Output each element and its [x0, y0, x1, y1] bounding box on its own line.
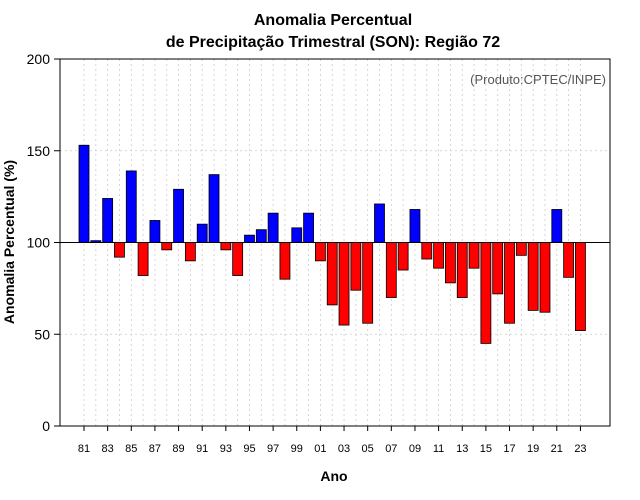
bar-1996 — [255, 229, 267, 243]
y-tick-label: 50 — [34, 326, 50, 342]
x-tick-label: 85 — [125, 443, 137, 455]
x-tick-label: 91 — [196, 443, 208, 455]
bar-1995 — [244, 234, 255, 243]
bar-1993 — [220, 242, 232, 251]
bar-2009 — [409, 209, 421, 243]
bar-2010 — [421, 242, 433, 260]
bar-1984 — [114, 242, 125, 258]
y-axis: 0 50 100 150 200 — [27, 51, 60, 434]
x-tick-label: 15 — [480, 443, 492, 455]
bar-2013 — [456, 242, 468, 298]
x-tick-label: 03 — [338, 443, 350, 455]
bar-2021 — [551, 209, 563, 243]
x-tick-label: 97 — [267, 443, 279, 455]
x-tick-label: 19 — [527, 443, 539, 455]
bar-2002 — [326, 242, 338, 306]
bar-2008 — [397, 242, 409, 271]
bar-1991 — [196, 223, 208, 243]
x-tick-label: 87 — [149, 443, 161, 455]
grid-lines — [60, 59, 610, 426]
bar-2001 — [314, 242, 326, 262]
x-tick-label: 09 — [409, 443, 421, 455]
bar-2020 — [539, 242, 551, 313]
bar-2016 — [492, 242, 504, 295]
bar-2011 — [433, 242, 445, 269]
bar-2012 — [445, 242, 456, 284]
bar-2000 — [303, 212, 314, 243]
bar-1988 — [161, 242, 173, 251]
bar-2015 — [480, 242, 492, 344]
x-tick-label: 21 — [551, 443, 563, 455]
y-tick-label: 200 — [27, 51, 51, 67]
x-tick-label: 23 — [574, 443, 586, 455]
bar-2018 — [515, 242, 527, 256]
x-tick-label: 83 — [102, 443, 114, 455]
bar-2014 — [468, 242, 480, 269]
bar-1981 — [78, 144, 90, 243]
x-tick-label: 05 — [362, 443, 374, 455]
bar-2004 — [350, 242, 362, 291]
x-tick-label: 99 — [291, 443, 303, 455]
bar-2019 — [527, 242, 539, 311]
bar-2005 — [362, 242, 374, 324]
chart-subtitle: de Precipitação Trimestral (SON): Região… — [166, 34, 500, 51]
bar-1992 — [208, 174, 220, 243]
bar-2007 — [385, 242, 397, 298]
x-tick-label: 93 — [220, 443, 232, 455]
bar-1999 — [291, 227, 303, 243]
bar-1990 — [184, 242, 196, 262]
bar-2022 — [563, 242, 575, 278]
bar-2023 — [575, 242, 586, 331]
x-tick-label: 81 — [78, 443, 90, 455]
y-tick-label: 100 — [27, 235, 51, 251]
x-tick-label: 11 — [433, 443, 444, 455]
bar-1987 — [149, 220, 161, 243]
bar-1986 — [137, 242, 149, 276]
bar-2017 — [504, 242, 515, 324]
bar-1989 — [173, 188, 184, 243]
x-tick-label: 89 — [172, 443, 184, 455]
y-tick-label: 150 — [27, 143, 51, 159]
bar-1985 — [125, 170, 137, 243]
bar-1997 — [267, 212, 279, 243]
x-tick-label: 95 — [243, 443, 255, 455]
chart-title: Anomalia Percentual — [254, 12, 412, 29]
bar-2003 — [338, 242, 350, 326]
x-tick-label: 07 — [385, 443, 397, 455]
product-credit: (Produto:CPTEC/INPE) — [470, 72, 606, 87]
x-tick-label: 17 — [503, 443, 515, 455]
x-tick-label: 13 — [456, 443, 468, 455]
bar-2006 — [374, 203, 385, 243]
bar-1983 — [102, 198, 114, 243]
y-tick-label: 0 — [42, 418, 50, 434]
x-tick-label: 01 — [314, 443, 326, 455]
x-axis-label: Ano — [320, 468, 347, 484]
x-axis: 81 83 85 87 89 91 93 95 97 99 01 03 05 07 09 11 13 15 17 19… — [78, 426, 587, 455]
bar-1994 — [232, 242, 244, 276]
bar-1998 — [279, 242, 291, 280]
y-axis-label: Anomalia Percentual (%) — [1, 160, 17, 324]
